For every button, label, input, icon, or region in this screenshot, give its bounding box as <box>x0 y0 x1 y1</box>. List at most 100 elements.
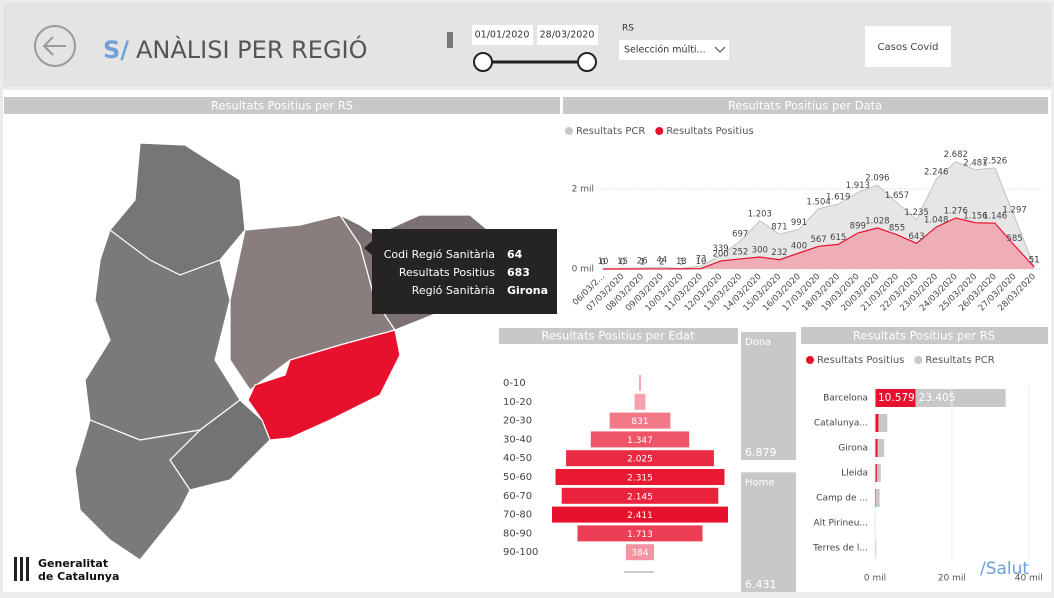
data-label: 567 <box>810 235 826 245</box>
bar-segment <box>876 489 880 507</box>
legend-label: Resultats PCR <box>925 355 994 366</box>
data-label: 1.156 <box>963 211 987 221</box>
category-label: 40-50 <box>503 453 532 464</box>
bar-segment <box>876 464 881 482</box>
region-barcelona[interactable] <box>247 329 401 441</box>
data-label: 1.235 <box>904 208 928 218</box>
bar-segment <box>875 389 916 407</box>
data-label: 1.028 <box>865 216 889 226</box>
back-button[interactable] <box>34 25 76 67</box>
category-label: 60-70 <box>503 491 532 502</box>
slider-start[interactable] <box>473 52 493 72</box>
data-label: 200 <box>712 250 728 260</box>
logo-line1: Generalitat <box>38 557 108 570</box>
data-label: 300 <box>752 246 768 256</box>
bar-segment <box>875 439 878 457</box>
bar <box>590 431 690 448</box>
category-label: 50-60 <box>503 472 532 483</box>
legend-marker <box>655 127 664 135</box>
data-label: 15 <box>617 257 628 267</box>
title-prefix: S/ <box>103 36 129 64</box>
category-label: Girona <box>838 444 868 454</box>
date-start[interactable]: 01/01/2020 <box>475 30 530 41</box>
category-label: Lleida <box>841 469 868 479</box>
data-label: 585 <box>1006 234 1022 244</box>
logo-bar <box>20 557 23 581</box>
data-label: 0 <box>600 258 605 268</box>
data-label: 6.879 <box>745 446 777 459</box>
data-label: 1.619 <box>826 193 850 203</box>
y-tick-label: 0 mil <box>572 265 594 275</box>
data-label: 1.203 <box>748 209 772 219</box>
data-label: 2.411 <box>627 511 653 521</box>
tooltip-value: 64 <box>507 248 523 261</box>
bar-segment <box>875 464 877 482</box>
category-label: Alt Pirineu... <box>813 519 868 529</box>
date-start-box[interactable] <box>472 25 533 45</box>
category-label: Home <box>745 477 775 488</box>
data-label: 232 <box>771 248 787 258</box>
legend-label: Resultats PCR <box>576 126 645 137</box>
rs-value[interactable]: Selección múlti... <box>624 45 706 56</box>
tooltip-label: Codi Regió Sanitària <box>384 248 495 261</box>
slider-handle[interactable] <box>447 32 453 48</box>
data-label: 1.276 <box>944 206 968 216</box>
data-label: 51 <box>1029 255 1040 265</box>
data-label: 1.347 <box>627 436 653 446</box>
bar <box>625 544 655 561</box>
bar <box>552 506 728 523</box>
data-label: 2.246 <box>924 168 948 178</box>
rs-dropdown[interactable] <box>619 40 729 60</box>
region-terres-ebre[interactable] <box>74 419 202 561</box>
tooltip-value: 683 <box>507 266 530 279</box>
back-circle[interactable] <box>34 25 76 67</box>
age-title: Resultats Positius per Edat <box>541 329 694 343</box>
bar <box>634 393 646 410</box>
legend-marker <box>914 356 923 364</box>
bar-segment <box>875 414 879 432</box>
dropdown-chevron[interactable] <box>714 46 726 53</box>
data-label: 6.431 <box>745 578 777 591</box>
category-label: 30-40 <box>503 434 532 445</box>
slider-end[interactable] <box>577 52 597 72</box>
column <box>741 332 796 460</box>
logo-line2: de Catalunya <box>38 570 119 583</box>
x-tick-label: 40 mil <box>1015 574 1043 584</box>
category-label: 10-20 <box>503 397 532 408</box>
category-label: Catalunya... <box>814 419 868 429</box>
data-label: 643 <box>908 232 924 242</box>
data-label: 1.504 <box>806 197 830 207</box>
rs-title: Resultats Positius per RS <box>853 329 995 343</box>
covid-button-label[interactable]: Casos Covid <box>878 42 939 53</box>
bar-segment <box>915 389 1006 407</box>
data-label: 384 <box>631 549 648 559</box>
map-tooltip <box>364 229 557 314</box>
bar <box>566 450 714 467</box>
date-end[interactable]: 28/03/2020 <box>540 30 595 41</box>
covid-button[interactable] <box>865 26 951 67</box>
back-arrow[interactable] <box>42 36 66 56</box>
data-label: 991 <box>791 218 807 228</box>
category-label: 90-100 <box>503 547 538 558</box>
category-label: Barcelona <box>823 394 868 404</box>
data-label: 899 <box>850 222 866 232</box>
category-label: 80-90 <box>503 528 532 539</box>
bar <box>639 375 641 391</box>
bar-segment <box>877 439 885 457</box>
date-end-box[interactable] <box>537 25 598 45</box>
rs-label: RS <box>622 24 634 34</box>
page-title: ANÀLISI PER REGIÓ <box>136 34 368 64</box>
data-label: 13 <box>676 257 687 267</box>
category-label: 0-10 <box>503 378 526 389</box>
tooltip-value: Girona <box>507 284 548 297</box>
data-label: 2.526 <box>983 156 1007 166</box>
column <box>741 472 796 592</box>
data-label: 2.682 <box>944 150 968 160</box>
data-label: 2 <box>659 257 664 267</box>
data-label: 2.096 <box>865 174 889 184</box>
age-title-bar <box>499 328 738 344</box>
category-label: 70-80 <box>503 510 532 521</box>
x-tick-label: 20 mil <box>938 574 966 584</box>
